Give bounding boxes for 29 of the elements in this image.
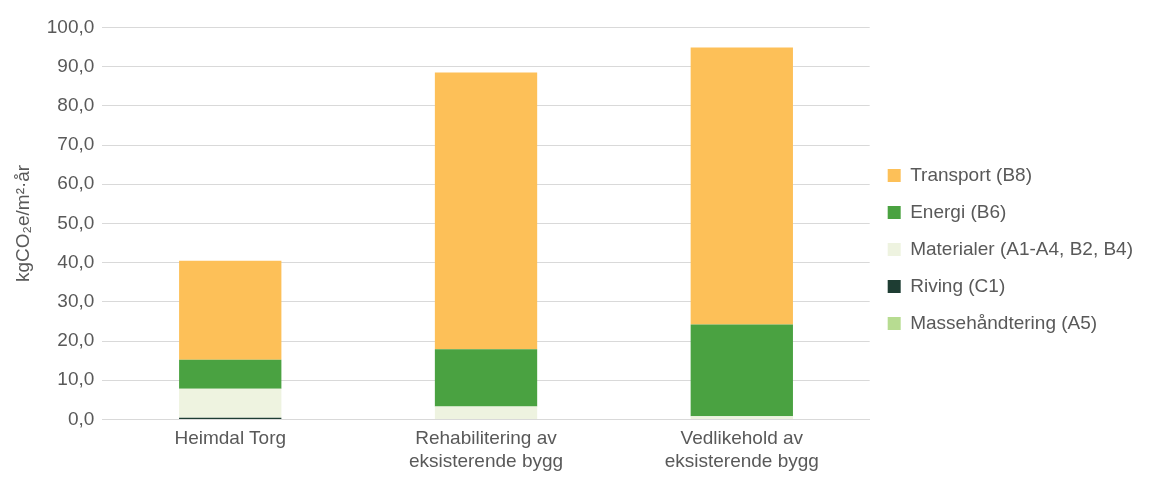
legend-label: Transport (B8) [910, 163, 1032, 185]
legend-label: Energi (B6) [910, 200, 1007, 222]
y-tick-label: 100,0 [46, 15, 95, 37]
y-tick-label: 70,0 [57, 133, 95, 155]
bar [179, 388, 282, 418]
bar [434, 349, 538, 407]
y-tick-label: 20,0 [57, 329, 95, 351]
y-tick-label: 30,0 [57, 290, 95, 312]
x-tick-label: Vedlikehold av eksisterende bygg [664, 427, 819, 471]
bar [179, 260, 282, 360]
y-tick-label: 90,0 [57, 54, 95, 76]
y-tick-label: 80,0 [57, 94, 95, 116]
y-tick-label: 50,0 [57, 211, 95, 233]
bar [434, 72, 538, 350]
bar [434, 406, 538, 419]
x-tick-label: Heimdal Torg [174, 427, 287, 449]
legend-label: Materialer (A1-A4, B2, B4) [910, 237, 1134, 259]
y-tick-label: 0,0 [67, 407, 95, 429]
y-tick-label: 40,0 [57, 250, 95, 272]
x-tick-label: Rehabilitering av eksisterende bygg [408, 427, 564, 471]
bar [179, 359, 282, 389]
bar [690, 324, 793, 417]
y-tick-label: 60,0 [57, 172, 95, 194]
y-axis-title: kgCO₂e/m²·år [11, 164, 33, 282]
legend-label: Massehåndtering (A5) [910, 311, 1098, 333]
bar [690, 47, 793, 325]
legend-label: Riving (C1) [910, 274, 1006, 296]
bar [690, 416, 793, 419]
y-tick-label: 10,0 [57, 368, 95, 390]
